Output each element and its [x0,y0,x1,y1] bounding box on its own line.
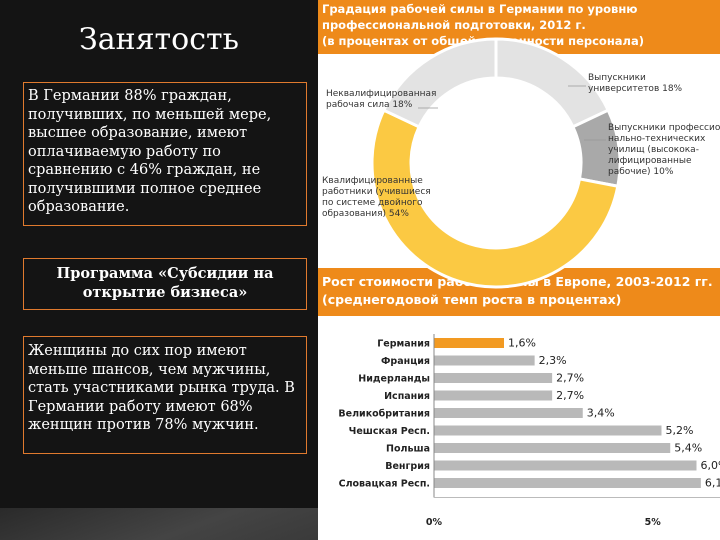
donut-slice [370,108,620,289]
bar-category-label: Чешская Респ. [349,426,430,437]
donut-slice-label: университетов 18% [588,84,683,94]
donut-slice-label: рабочая сила 18% [326,100,413,110]
bar [434,390,553,401]
program-text-box: Программа «Субсидии на открытие бизнеса» [23,258,307,310]
donut-slice-label: училищ (высокока- [608,145,699,155]
bar-category-label: Польша [386,444,430,455]
donut-slice-label: образования) 54% [322,209,409,219]
bar-value-label: 2,3% [539,354,567,367]
donut-slice-label: рабочие) 10% [608,167,674,177]
bar-value-label: 1,6% [508,337,536,350]
donut-slice-label: Выпускники [588,73,646,83]
bar [434,460,697,471]
bar-category-label: Венгрия [385,461,430,472]
bar-category-label: Франция [381,356,430,367]
donut-slice-label: лифицированные [608,156,692,166]
bar-value-label: 3,4% [587,407,615,420]
bar-category-label: Испания [384,391,430,402]
bar-title-line: (среднегодовой темп роста в процентах) [322,292,622,307]
donut-slice-label: Выпускники профессио- [608,123,720,133]
bar-value-label: 2,7% [556,389,584,402]
bar [434,478,701,488]
bar [434,355,535,366]
donut-title-line: Градация рабочей силы в Германии по уров… [322,2,638,16]
donut-slice-label: нально-технических [608,134,706,144]
bar-tick-label: 0% [426,517,443,528]
bar-category-label: Словацкая Респ. [339,479,430,490]
bar-category-label: Германия [377,339,430,350]
donut-slice [381,37,498,129]
bar [434,408,583,418]
bar-category-label: Нидерланды [358,374,430,385]
bar-tick-label: 5% [645,517,662,528]
bar-value-label: 2,7% [556,372,584,385]
donut-slice-label: Неквалифицированная [326,89,436,99]
decorative-band [0,508,318,540]
bar-value-label: 6,0% [701,459,720,472]
slide-title: Занятость [79,22,239,57]
right-panel: Градация рабочей силы в Германии по уров… [318,0,720,540]
employment-text-box: В Германии 88% граждан, получивших, по м… [23,82,307,226]
donut-slice-label: Квалифицированные [322,176,423,186]
donut-slice-label: по системе двойного [322,198,423,208]
bar [434,338,504,348]
bar-value-label: 5,4% [674,442,702,455]
bar-value-label: 6,1% [705,477,720,490]
bar-value-label: 5,2% [666,424,694,437]
bar [434,373,553,383]
donut-slice-label: работники (учившиеся [322,187,431,197]
left-panel: Занятость В Германии 88% граждан, получи… [0,0,318,540]
women-text-box: Женщины до сих пор имеют меньше шансов, … [23,336,307,454]
bar [434,425,662,436]
bar [434,443,671,453]
bar-category-label: Великобритания [338,409,430,420]
donut-title-line: профессиональной подготовки, 2012 г. [322,18,586,32]
